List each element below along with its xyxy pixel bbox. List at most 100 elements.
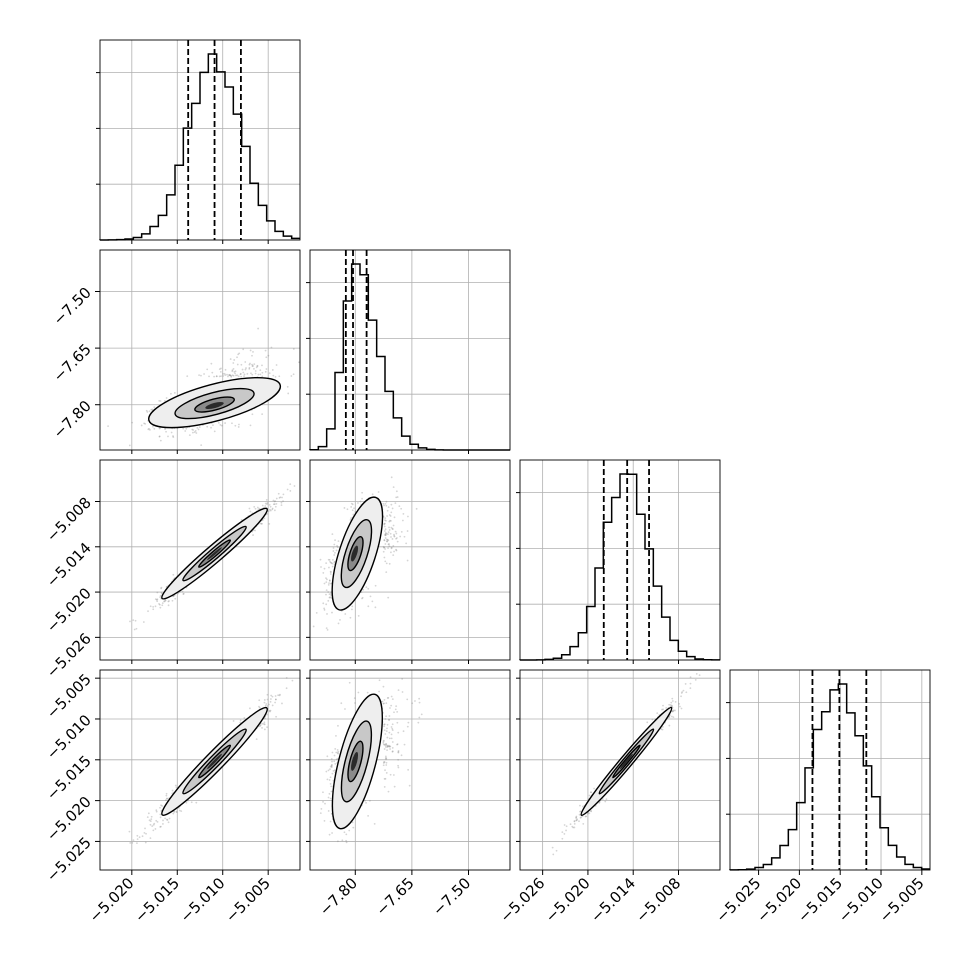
sample-point: [579, 816, 582, 819]
sample-point: [332, 550, 335, 552]
sample-point: [218, 375, 221, 378]
sample-point: [323, 609, 326, 611]
sample-point: [384, 537, 387, 539]
sample-point: [248, 363, 251, 366]
sample-point: [331, 763, 333, 766]
sample-point: [385, 532, 388, 535]
sample-point: [156, 598, 159, 601]
sample-point: [143, 422, 146, 425]
sample-point: [383, 723, 386, 726]
sample-point: [254, 370, 257, 372]
sample-point: [581, 805, 584, 808]
sample-point: [333, 754, 336, 757]
sample-point: [155, 599, 158, 601]
sample-point: [343, 831, 346, 834]
sample-point: [278, 375, 281, 378]
sample-point: [590, 791, 593, 794]
panel-1-0: [99, 249, 301, 451]
histogram-2: [516, 459, 721, 661]
sample-point: [274, 376, 277, 378]
sample-point: [367, 587, 370, 590]
sample-point: [400, 754, 403, 757]
sample-point: [332, 547, 335, 549]
sample-point: [261, 364, 263, 367]
sample-point: [251, 413, 254, 416]
sample-point: [188, 434, 191, 436]
sample-point: [328, 579, 331, 582]
sample-point: [327, 558, 330, 561]
sample-point: [406, 698, 409, 701]
sample-point: [254, 529, 256, 532]
sample-point: [569, 823, 572, 826]
sample-point: [287, 392, 290, 395]
sample-point: [335, 758, 338, 761]
sample-point: [397, 749, 400, 752]
sample-point: [251, 363, 253, 366]
sample-point: [277, 694, 280, 697]
sample-point: [384, 744, 387, 747]
sample-point: [327, 769, 330, 772]
sample-point: [255, 366, 258, 369]
sample-point: [272, 499, 275, 502]
sample-point: [671, 710, 674, 712]
sample-point: [418, 716, 421, 719]
sample-point: [252, 534, 254, 536]
sample-point: [152, 608, 155, 611]
sample-point: [158, 435, 161, 438]
sample-point: [262, 519, 264, 521]
sample-point: [680, 707, 683, 710]
sample-point: [286, 385, 289, 388]
sample-point: [400, 507, 403, 510]
sample-point: [340, 702, 343, 705]
sample-point: [322, 800, 324, 803]
sample-point: [249, 349, 252, 352]
sample-point: [575, 819, 578, 822]
sample-point: [329, 571, 332, 573]
sample-point: [266, 503, 268, 506]
sample-point: [241, 368, 244, 371]
sample-point: [605, 798, 608, 801]
sample-point: [232, 374, 235, 377]
sample-point: [578, 813, 581, 816]
sample-point: [256, 506, 259, 509]
sample-point: [159, 606, 162, 609]
x-tick-label: −5.020: [86, 874, 138, 926]
sample-point: [386, 509, 389, 512]
sample-point: [208, 375, 210, 378]
sample-point: [261, 522, 263, 525]
sample-point: [387, 506, 390, 509]
sample-point: [261, 722, 264, 725]
sample-point: [140, 424, 143, 427]
sample-point: [575, 817, 578, 819]
sample-point: [388, 514, 391, 516]
sample-point: [194, 429, 197, 432]
sample-point: [579, 804, 581, 807]
sample-point: [175, 786, 178, 789]
sample-point: [391, 750, 394, 753]
panel-content: [128, 673, 300, 845]
sample-point: [149, 837, 152, 840]
sample-point: [319, 812, 322, 815]
sample-point: [329, 765, 332, 768]
sample-point: [213, 430, 216, 433]
sample-point: [345, 841, 348, 844]
panel-frame: [519, 669, 721, 871]
sample-point: [391, 527, 394, 530]
sample-point: [678, 702, 681, 705]
sample-point: [270, 698, 272, 700]
sample-point: [330, 765, 333, 767]
sample-point: [384, 532, 387, 534]
panel-content: [551, 672, 701, 856]
sample-point: [144, 827, 146, 830]
sample-point: [388, 719, 391, 721]
sample-point: [668, 716, 671, 718]
sample-point: [218, 368, 221, 371]
sample-point: [165, 794, 168, 797]
sample-point: [228, 374, 231, 376]
sample-point: [689, 682, 692, 685]
sample-point: [407, 515, 409, 518]
sample-point: [353, 697, 356, 700]
sample-point: [387, 744, 390, 747]
sample-point: [384, 543, 387, 545]
sample-point: [282, 493, 285, 496]
